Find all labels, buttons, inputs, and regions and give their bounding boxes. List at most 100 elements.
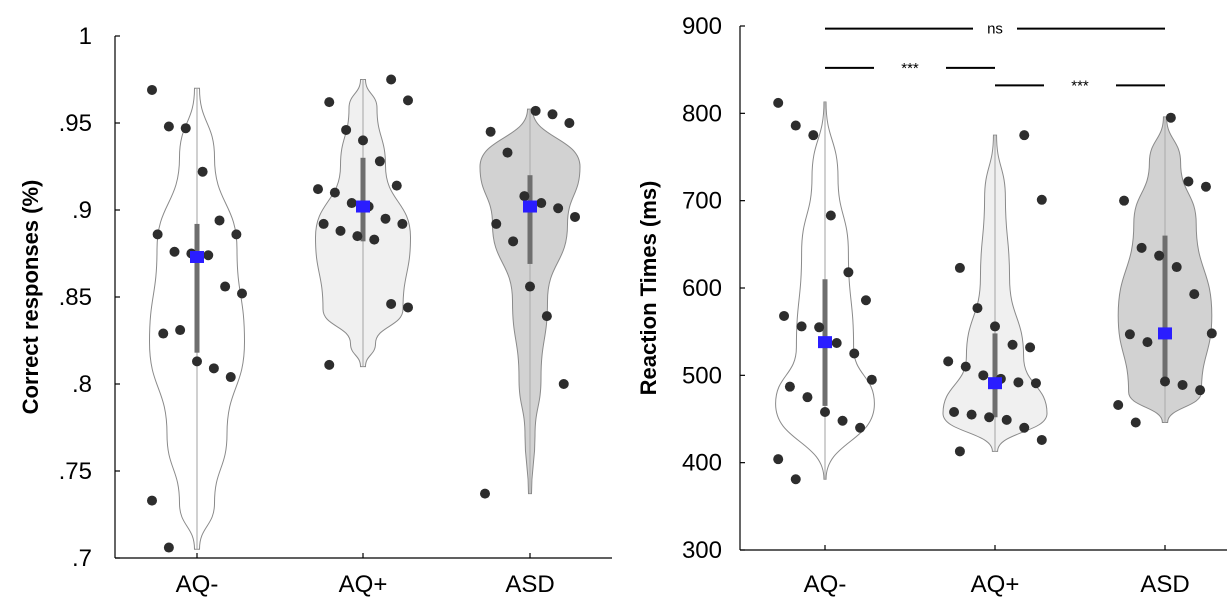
data-point (820, 407, 830, 418)
data-point (949, 407, 960, 418)
data-point (214, 215, 225, 226)
y-tick-label: .7 (72, 545, 92, 572)
y-tick-label: .8 (72, 371, 92, 398)
data-point (519, 191, 530, 202)
data-point (773, 97, 784, 108)
data-point (570, 211, 580, 222)
data-point (525, 281, 535, 292)
data-point (1154, 250, 1165, 261)
y-tick-label: 700 (682, 188, 722, 215)
data-point (386, 298, 397, 309)
data-point (508, 236, 519, 247)
data-point (790, 474, 801, 485)
y-tick-label: 600 (682, 275, 722, 302)
data-point (1119, 195, 1130, 206)
data-point (197, 166, 208, 177)
data-point (1189, 289, 1200, 300)
data-point (1019, 130, 1030, 141)
data-point (866, 374, 877, 385)
x-tick-label: AQ- (804, 571, 847, 598)
y-tick-label: .9 (72, 197, 92, 224)
data-point (485, 126, 496, 137)
x-tick-label: ASD (1140, 571, 1189, 598)
data-point (553, 203, 564, 214)
data-point (163, 542, 174, 553)
data-point (352, 231, 363, 242)
data-point (335, 225, 346, 236)
data-point (380, 213, 391, 224)
y-tick-label: 1 (79, 23, 92, 50)
data-point (1019, 422, 1030, 433)
data-point (790, 120, 801, 131)
iqr-bar (360, 157, 366, 242)
data-point (1007, 339, 1018, 350)
mean-marker (1158, 327, 1172, 340)
data-point (1177, 379, 1188, 390)
x-tick-label: AQ+ (339, 571, 388, 598)
y-tick-label: .95 (59, 110, 92, 137)
data-point (1165, 112, 1176, 123)
data-point (837, 415, 848, 426)
data-point (1183, 176, 1194, 187)
data-point (1001, 414, 1012, 425)
data-point (318, 218, 329, 229)
data-point (547, 109, 558, 120)
data-point (825, 210, 836, 221)
data-point (369, 234, 380, 245)
data-point (960, 361, 971, 372)
mean-marker (190, 250, 204, 263)
data-point (779, 310, 790, 321)
iqr-bar (1162, 235, 1168, 378)
data-point (558, 379, 569, 389)
iqr-bar (194, 223, 200, 353)
data-point (180, 123, 191, 134)
mean-marker (988, 377, 1002, 390)
chart-panel-1: .7 .75 .8 .85 .9 .95 1 Correct responses (%) AQ-… (18, 23, 612, 598)
significance-label: *** (901, 60, 919, 77)
y-tick-label: .75 (59, 458, 92, 485)
x-tick-label: AQ- (176, 571, 219, 598)
data-point (954, 262, 965, 273)
data-point (147, 84, 157, 95)
data-point (564, 118, 575, 128)
data-point (358, 135, 368, 146)
data-point (1142, 337, 1153, 348)
data-point (192, 356, 202, 367)
data-point (175, 325, 186, 336)
data-point (403, 302, 413, 313)
data-point (169, 246, 180, 257)
data-point (480, 488, 490, 499)
data-point (158, 328, 169, 339)
iqr-bar (992, 333, 998, 418)
data-point (978, 370, 989, 381)
data-point (814, 322, 825, 333)
data-point (1025, 342, 1036, 353)
data-point (802, 392, 813, 403)
data-point (860, 295, 871, 306)
data-point (203, 250, 214, 261)
data-point (808, 130, 819, 141)
data-point (1206, 328, 1217, 339)
data-point (1113, 400, 1124, 411)
data-point (1030, 378, 1041, 389)
data-point (225, 372, 236, 383)
data-point (954, 446, 965, 457)
y-axis-label: Reaction Times (ms) (636, 181, 661, 396)
data-point (849, 348, 860, 359)
data-point (1160, 376, 1170, 387)
mean-marker (818, 336, 832, 349)
data-point (324, 359, 335, 370)
data-point (491, 218, 502, 229)
data-point (341, 124, 352, 135)
x-tick-label: ASD (505, 571, 554, 598)
x-tick-label: AQ+ (971, 571, 1020, 598)
data-point (1124, 329, 1135, 340)
data-point (541, 311, 552, 322)
data-point (1036, 434, 1047, 445)
data-point (152, 229, 163, 240)
significance-label: *** (1071, 77, 1089, 94)
data-point (1200, 181, 1211, 192)
data-point (231, 229, 242, 240)
